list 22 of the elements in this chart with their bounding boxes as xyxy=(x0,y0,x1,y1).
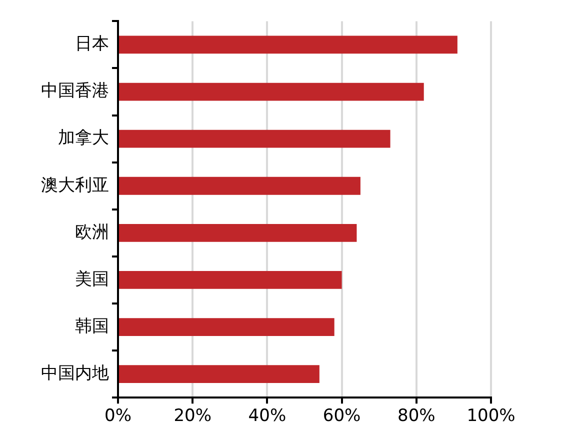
bar xyxy=(119,271,342,289)
bar xyxy=(119,36,458,54)
y-tick-label: 欧洲 xyxy=(75,222,109,242)
bar xyxy=(119,82,424,101)
y-tick-label: 澳大利亚 xyxy=(41,175,109,196)
y-tick-label: 日本 xyxy=(75,34,109,54)
y-tick-label: 中国内地 xyxy=(41,363,109,384)
x-tick-label: 20% xyxy=(174,406,212,426)
y-tick-label: 韩国 xyxy=(75,316,109,336)
x-tick-label: 0% xyxy=(104,406,132,426)
bar xyxy=(119,224,357,242)
bar xyxy=(119,365,320,384)
bar xyxy=(119,318,334,336)
x-tick-label: 100% xyxy=(466,406,516,426)
bar xyxy=(119,176,360,195)
x-tick-label: 60% xyxy=(322,406,361,426)
x-tick-label: 80% xyxy=(398,406,436,426)
y-tick-label: 加拿大 xyxy=(58,128,109,148)
y-tick-label: 美国 xyxy=(75,269,109,290)
y-tick-label: 中国香港 xyxy=(41,81,109,102)
x-tick-label: 40% xyxy=(248,406,286,426)
bar xyxy=(119,130,390,148)
